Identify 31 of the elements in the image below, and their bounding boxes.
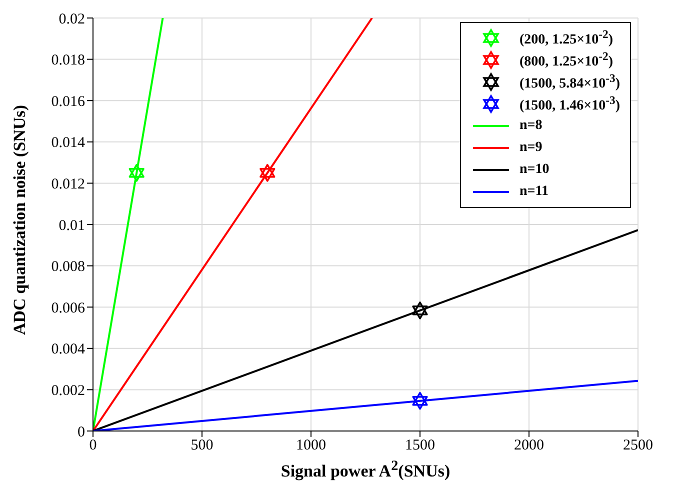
point: [412, 392, 428, 410]
legend-label: n=9: [519, 140, 542, 156]
x-tick-label: 0: [89, 438, 97, 454]
y-tick-label: 0.016: [51, 94, 86, 110]
x-axis-title: Signal power A$^{2}$(SNUs): [280, 458, 452, 482]
legend-label: (1500, 1.46×10$^{-3}$): [519, 94, 620, 114]
x-tick-label: 2000: [514, 438, 544, 454]
x-tick-label: 1000: [296, 438, 326, 454]
y-tick-label: 0.004: [51, 342, 86, 358]
legend-label: (200, 1.25×10$^{-2}$): [519, 28, 613, 48]
point: [412, 302, 428, 320]
point: [128, 164, 144, 182]
y-tick-label: 0.014: [51, 135, 86, 152]
y-tick-label: 0.01: [58, 218, 85, 234]
legend-label: (800, 1.25×10$^{-2}$): [519, 50, 613, 70]
point: [260, 164, 276, 182]
x-tick-label: 1500: [405, 438, 435, 454]
y-tick-label: 0: [78, 424, 85, 440]
x-tick-label: 500: [190, 438, 214, 454]
y-tick-label: 0.02: [58, 11, 85, 28]
y-tick-label: 0.018: [51, 52, 85, 69]
legend-label: n=11: [519, 184, 548, 200]
y-tick-label: 0.002: [51, 383, 85, 400]
y-tick-label: 0.008: [51, 259, 85, 276]
y-tick-label: 0.006: [51, 300, 86, 316]
y-tick-label: 0.012: [51, 176, 85, 193]
y-axis-title: ADC quantization noise (SNUs): [10, 105, 30, 335]
legend-label: n=10: [519, 162, 550, 178]
legend-label: n=8: [519, 118, 542, 134]
x-tick-label: 2500: [623, 438, 653, 454]
legend-label: (1500, 5.84×10$^{-3}$): [519, 72, 620, 92]
